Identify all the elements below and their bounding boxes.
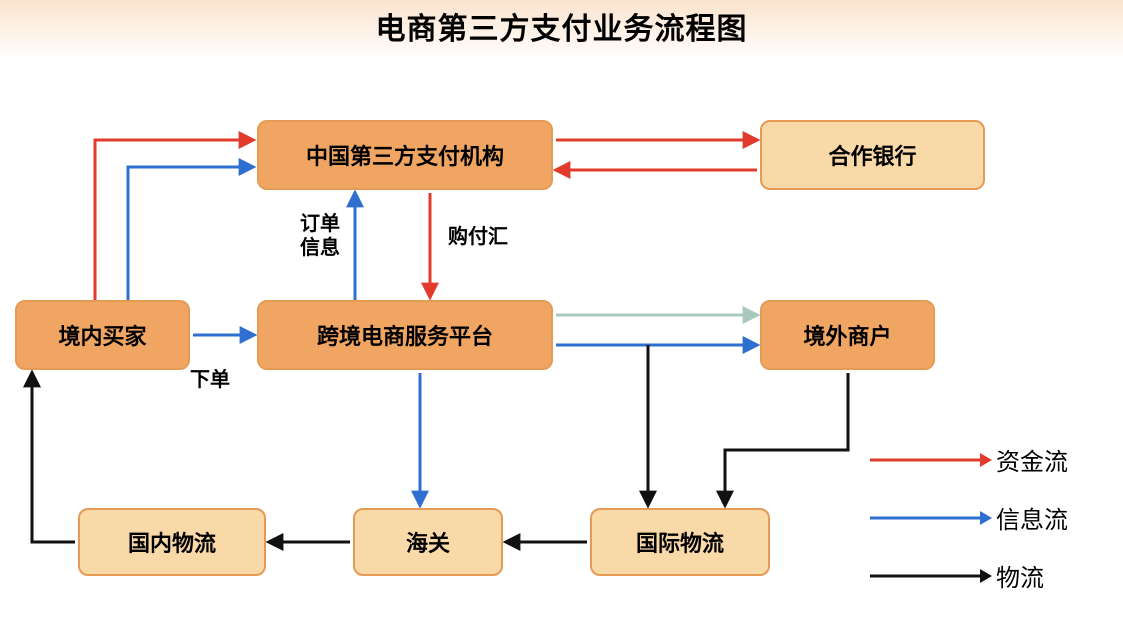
legend-item-logistics: 物流: [870, 558, 1044, 593]
title-band: 电商第三方支付业务流程图: [0, 0, 1123, 60]
node-intl_log: 国际物流: [590, 508, 770, 576]
node-label: 海关: [406, 526, 450, 558]
node-payer: 境内买家: [15, 300, 190, 370]
node-platform: 跨境电商服务平台: [257, 300, 553, 370]
node-label: 境内买家: [58, 319, 146, 351]
edge-14: [32, 373, 75, 542]
legend-item-info: 信息流: [870, 500, 1068, 535]
legend-item-capital: 资金流: [870, 442, 1068, 477]
edge-0: [95, 140, 253, 300]
node-merchant: 境外商户: [760, 300, 935, 370]
node-label: 国内物流: [128, 526, 216, 558]
page-title: 电商第三方支付业务流程图: [376, 13, 748, 46]
edge-label-fx: 购付汇: [448, 225, 508, 249]
node-label: 境外商户: [803, 319, 891, 351]
node-label: 合作银行: [828, 139, 916, 171]
edge-label-order_info: 订单 信息: [300, 212, 340, 260]
node-customs: 海关: [353, 508, 503, 576]
legend-arrow-icon: [870, 508, 992, 528]
legend-arrow-icon: [870, 566, 992, 586]
node-label: 中国第三方支付机构: [306, 139, 504, 171]
node-tpp: 中国第三方支付机构: [257, 120, 553, 190]
edge-label-order: 下单: [190, 368, 230, 392]
node-label: 国际物流: [636, 526, 724, 558]
node-dom_log: 国内物流: [78, 508, 266, 576]
legend-arrow-icon: [870, 450, 992, 470]
legend-label: 资金流: [996, 442, 1068, 477]
node-label: 跨境电商服务平台: [317, 319, 493, 351]
edge-10: [725, 373, 848, 505]
diagram-canvas: 电商第三方支付业务流程图 境内买家 中国第三方支付机构 合作银行跨境电商服务平台 境外…: [0, 0, 1123, 641]
legend-label: 物流: [996, 558, 1044, 593]
legend-label: 信息流: [996, 500, 1068, 535]
node-bank: 合作银行: [760, 120, 985, 190]
edge-1: [128, 167, 253, 300]
